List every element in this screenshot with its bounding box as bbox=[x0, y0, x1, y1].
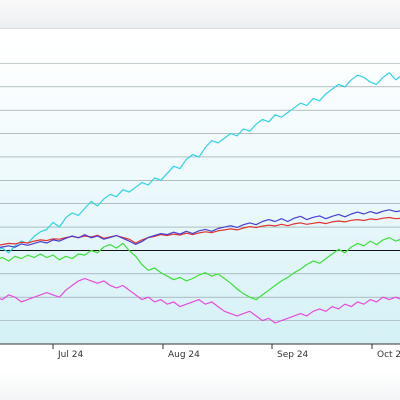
x-tick-label: Sep 24 bbox=[277, 350, 309, 360]
series-line-2 bbox=[0, 216, 400, 246]
x-tick-label: Aug 24 bbox=[168, 350, 200, 360]
grid-lines bbox=[0, 63, 400, 321]
x-axis-ticks: Jul 24 Aug 24 Sep 24 Oct 24 bbox=[52, 344, 400, 360]
series-line-1 bbox=[0, 72, 400, 254]
x-tick-label: Oct 24 bbox=[377, 350, 400, 360]
series-line-3 bbox=[0, 209, 400, 249]
series-layer bbox=[0, 72, 400, 324]
window-top-bar bbox=[0, 0, 400, 29]
window-bottom-bar bbox=[0, 372, 400, 400]
series-line-4 bbox=[0, 237, 400, 301]
x-tick-label: Jul 24 bbox=[57, 350, 83, 360]
series-line-5 bbox=[0, 277, 400, 324]
plot-area bbox=[0, 40, 400, 344]
